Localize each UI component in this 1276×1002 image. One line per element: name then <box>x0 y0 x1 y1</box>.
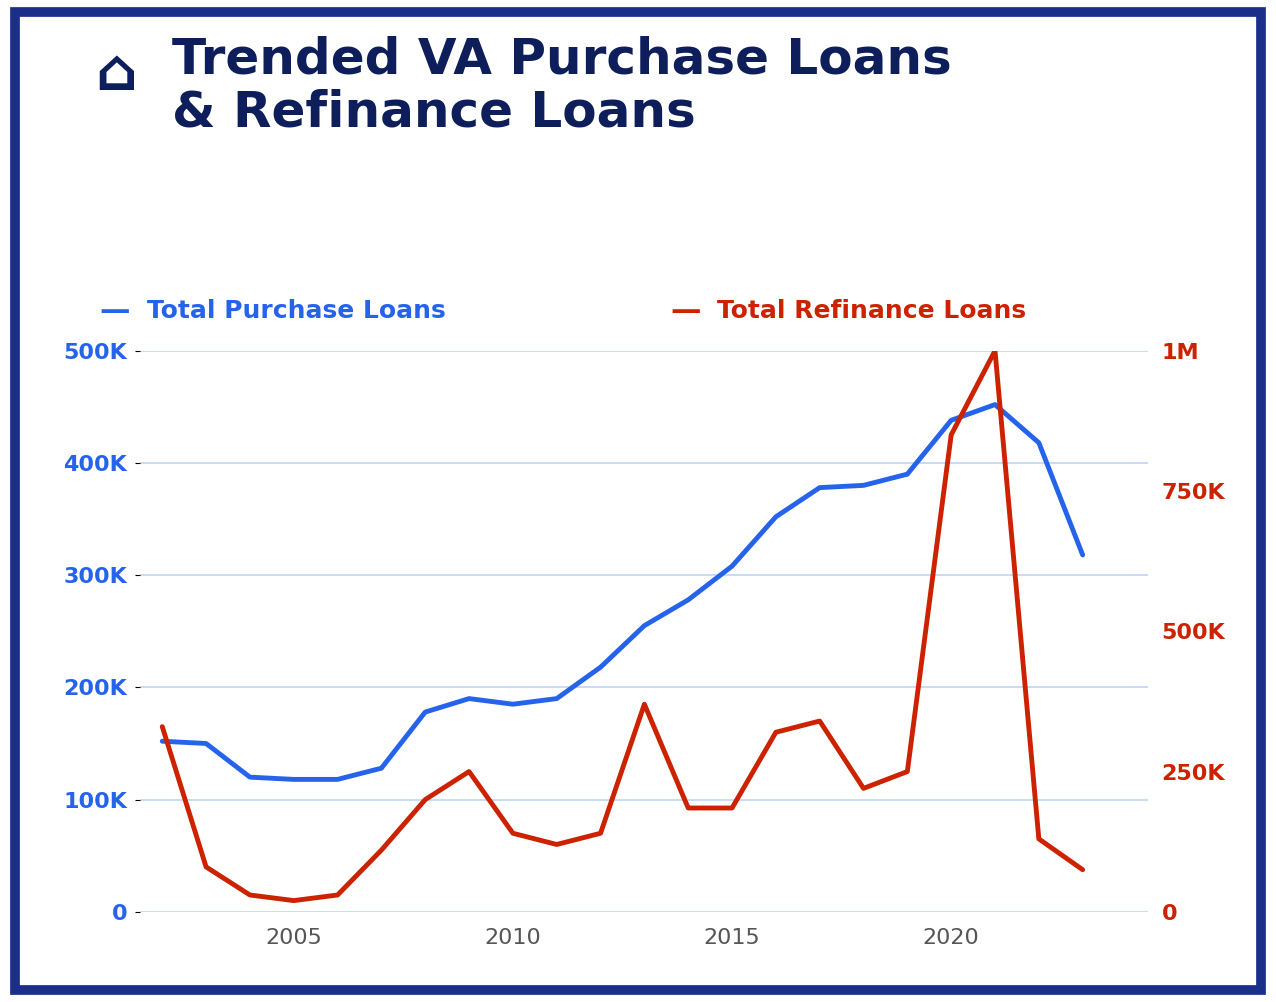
Text: Total Refinance Loans: Total Refinance Loans <box>717 299 1026 323</box>
Text: —: — <box>100 297 130 325</box>
Text: Trended VA Purchase Loans
& Refinance Loans: Trended VA Purchase Loans & Refinance Lo… <box>172 35 952 136</box>
Text: —: — <box>670 297 701 325</box>
Text: ⌂: ⌂ <box>96 45 138 102</box>
Text: Total Purchase Loans: Total Purchase Loans <box>147 299 445 323</box>
